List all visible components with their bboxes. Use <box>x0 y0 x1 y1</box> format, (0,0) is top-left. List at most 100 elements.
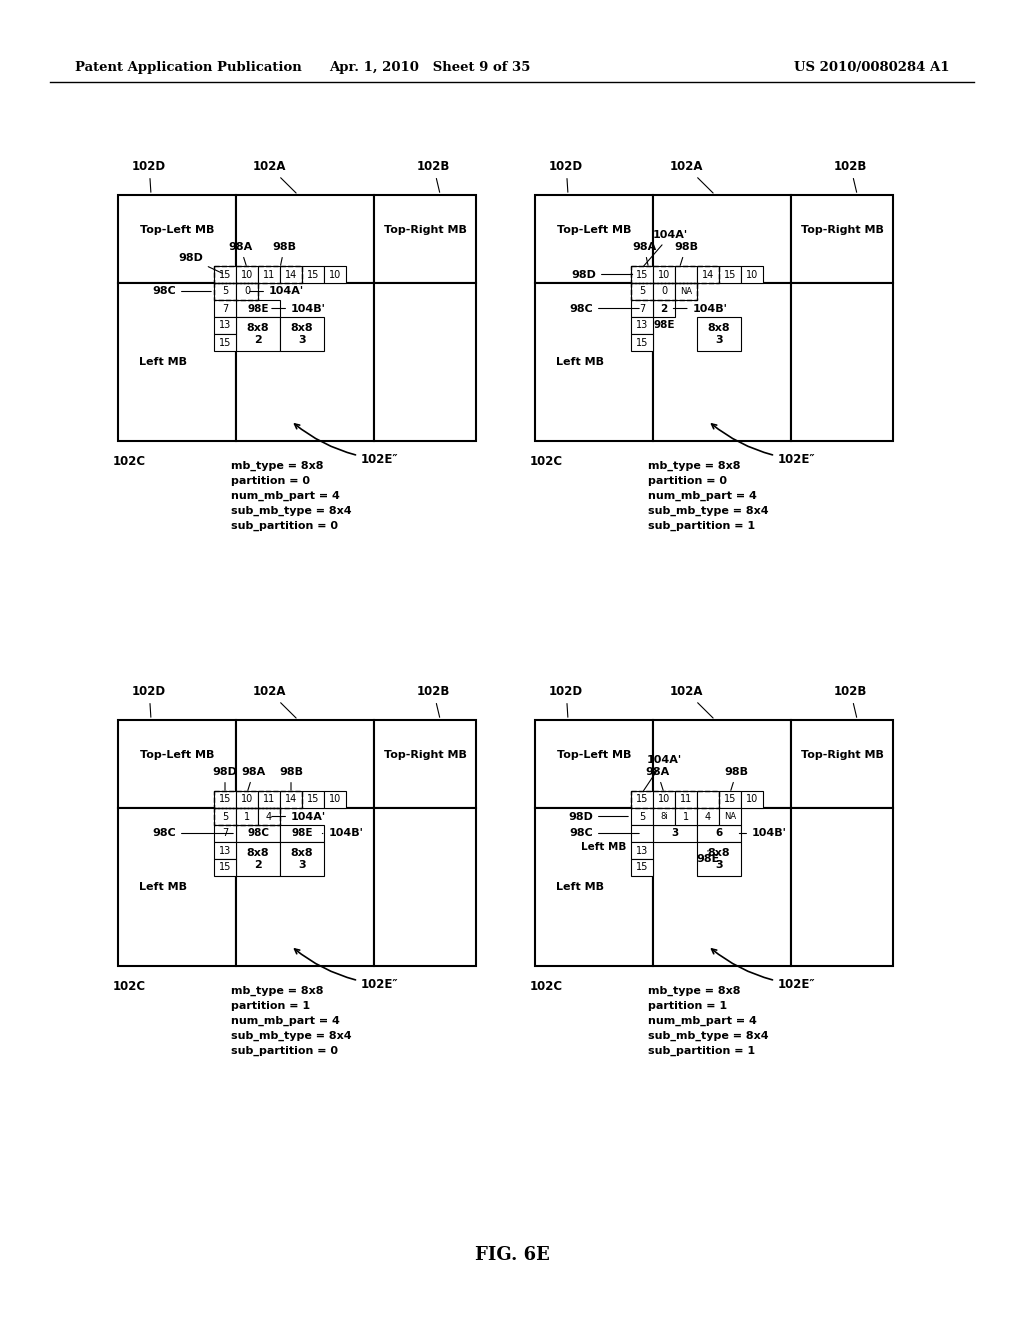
Text: Top-Left MB: Top-Left MB <box>557 226 631 235</box>
Bar <box>374 808 476 966</box>
Text: 102B: 102B <box>417 685 451 717</box>
Text: 102B: 102B <box>834 160 867 193</box>
Bar <box>631 825 653 842</box>
Text: 4: 4 <box>705 812 711 821</box>
Text: 102E″: 102E″ <box>295 424 398 466</box>
Bar <box>324 267 346 282</box>
Text: 98C: 98C <box>153 829 233 838</box>
Text: 104A': 104A' <box>250 286 304 297</box>
Bar <box>675 267 697 282</box>
Bar <box>741 791 763 808</box>
Bar <box>236 317 280 351</box>
Text: 98E: 98E <box>653 321 675 330</box>
Bar <box>214 282 258 300</box>
Bar <box>653 282 791 441</box>
Text: 98D: 98D <box>178 253 222 273</box>
Text: 102B: 102B <box>417 160 451 193</box>
Text: Left MB: Left MB <box>139 882 186 892</box>
Text: 102C: 102C <box>113 455 146 469</box>
Bar <box>697 267 719 282</box>
Bar <box>236 808 258 825</box>
Text: 98A: 98A <box>645 767 670 791</box>
Bar <box>535 195 653 282</box>
Text: Top-Right MB: Top-Right MB <box>801 750 884 760</box>
Text: mb_type = 8x8
partition = 0
num_mb_part = 4
sub_mb_type = 8x4
sub_partition = 1: mb_type = 8x8 partition = 0 num_mb_part … <box>648 461 769 531</box>
Text: 98A: 98A <box>228 242 253 265</box>
Text: 98D: 98D <box>213 767 238 791</box>
Bar <box>258 808 280 825</box>
Text: 3: 3 <box>672 829 679 838</box>
Bar <box>214 317 236 334</box>
Text: 10: 10 <box>329 269 341 280</box>
Text: 98E: 98E <box>247 304 268 314</box>
Text: 10: 10 <box>241 795 253 804</box>
Bar <box>697 791 719 808</box>
Bar <box>236 282 374 441</box>
Text: 2: 2 <box>660 304 668 314</box>
Bar <box>631 300 653 317</box>
Bar <box>653 825 697 842</box>
Bar <box>236 300 280 317</box>
Bar <box>697 825 741 842</box>
Bar <box>214 282 236 300</box>
Text: 0: 0 <box>244 286 250 297</box>
Text: 6: 6 <box>716 829 723 838</box>
Bar <box>791 808 893 966</box>
Bar <box>214 808 280 825</box>
Text: 15: 15 <box>219 795 231 804</box>
Bar <box>236 825 280 842</box>
Text: Top-Left MB: Top-Left MB <box>557 750 631 760</box>
Bar <box>631 267 719 282</box>
Bar <box>697 808 719 825</box>
Bar <box>631 791 719 808</box>
Bar <box>214 791 302 808</box>
Text: 102D: 102D <box>132 160 166 193</box>
Text: NA: NA <box>680 286 692 296</box>
Bar <box>697 317 741 351</box>
Text: 13: 13 <box>636 846 648 855</box>
Bar <box>631 267 653 282</box>
Bar <box>675 808 697 825</box>
Text: 15: 15 <box>307 795 319 804</box>
Text: 5: 5 <box>639 286 645 297</box>
Bar <box>631 282 653 300</box>
Bar <box>214 825 236 842</box>
Text: Top-Right MB: Top-Right MB <box>384 226 467 235</box>
Text: 10: 10 <box>329 795 341 804</box>
Text: 98C: 98C <box>569 304 639 314</box>
Text: 104A': 104A' <box>643 755 682 791</box>
Text: 7: 7 <box>639 304 645 314</box>
Bar <box>653 791 675 808</box>
Text: 14: 14 <box>285 795 297 804</box>
Text: Top-Right MB: Top-Right MB <box>801 226 884 235</box>
Bar <box>118 719 236 808</box>
Bar <box>214 859 236 876</box>
Bar <box>535 719 653 808</box>
Text: 102D: 102D <box>549 160 584 193</box>
Bar <box>236 267 258 282</box>
Text: 1: 1 <box>683 812 689 821</box>
Text: 10: 10 <box>657 269 670 280</box>
Bar <box>280 842 324 876</box>
Bar <box>653 719 791 808</box>
Bar <box>236 719 374 808</box>
Text: 98C: 98C <box>247 829 269 838</box>
Bar <box>374 195 476 282</box>
Bar <box>631 334 653 351</box>
Text: 8x8
3: 8x8 3 <box>708 849 730 870</box>
Bar <box>535 808 653 966</box>
Text: 102A: 102A <box>253 160 296 193</box>
Bar <box>697 842 741 876</box>
Bar <box>236 842 280 876</box>
Bar <box>719 791 741 808</box>
Text: Top-Right MB: Top-Right MB <box>384 750 467 760</box>
Text: 8x8
3: 8x8 3 <box>708 323 730 345</box>
Text: 7: 7 <box>222 829 228 838</box>
Text: Apr. 1, 2010   Sheet 9 of 35: Apr. 1, 2010 Sheet 9 of 35 <box>330 62 530 74</box>
Text: NA: NA <box>724 812 736 821</box>
Text: 98D: 98D <box>568 812 629 821</box>
Bar <box>719 808 741 825</box>
Bar <box>791 282 893 441</box>
Text: 98B: 98B <box>725 767 749 791</box>
Text: 13: 13 <box>219 321 231 330</box>
